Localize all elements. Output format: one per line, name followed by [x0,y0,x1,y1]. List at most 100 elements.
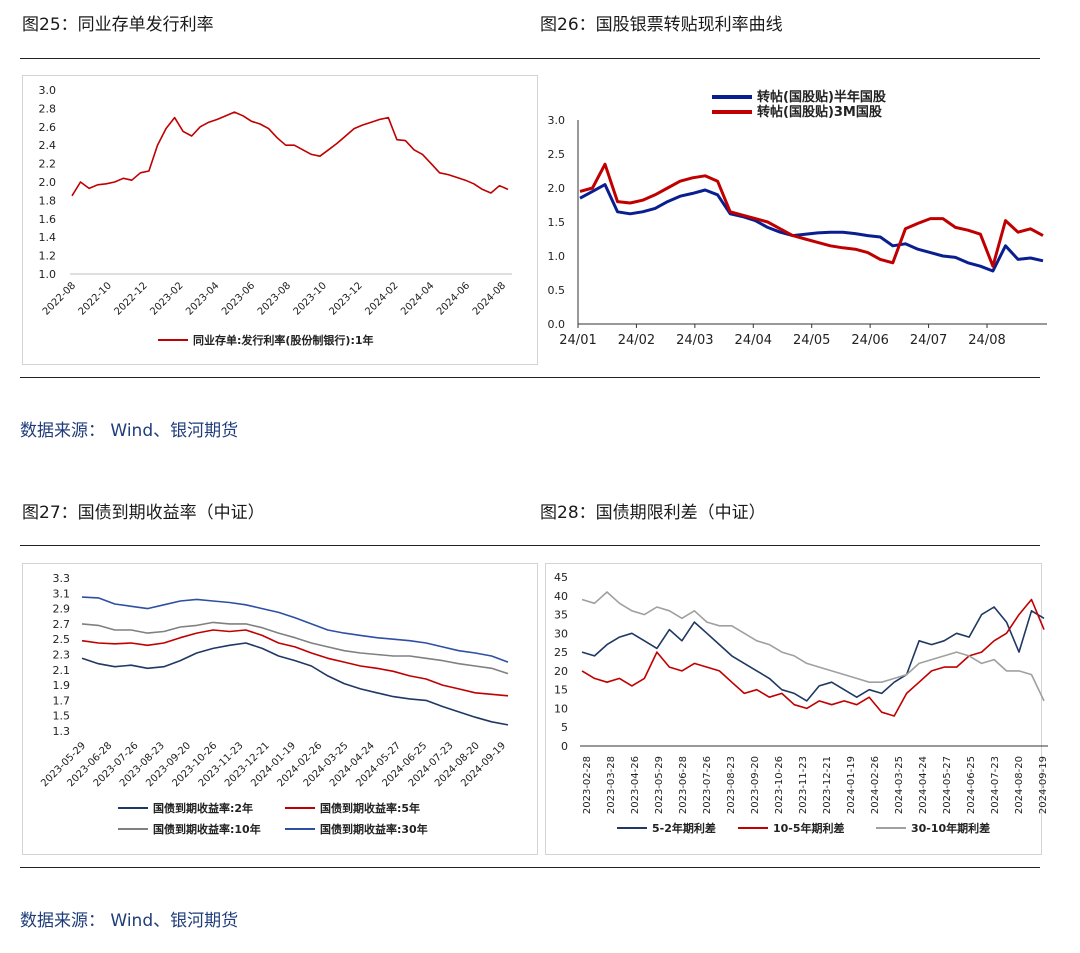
bottom-rule-lower [20,867,1040,868]
fig25-y-tick-label: 1.4 [39,231,57,244]
fig27-y-tick-label: 1.3 [53,725,71,738]
figure-28-caption: 图28：国债期限利差（中证） [540,503,766,523]
fig25-y-tick-label: 2.8 [39,102,57,115]
fig27-series-line-1 [81,629,509,697]
fig28-series-line-0 [581,606,1045,702]
bottom-rule-upper [20,545,1040,546]
fig26-y-tick-label: 0.0 [548,318,566,331]
fig27-y-tick-label: 1.5 [53,710,71,723]
data-source-note-bottom: 数据来源： Wind、银河期货 [20,911,239,931]
fig25-y-tick-label: 1.0 [39,268,57,281]
fig25-legend-label: 同业存单:发行利率(股份制银行):1年 [193,333,374,347]
fig28-y-tick-label: 0 [561,740,568,753]
fig25-x-tick-label: 2022-10 [77,280,114,317]
figure-27-caption: 图27：国债到期收益率（中证） [22,503,265,523]
fig25-y-tick-label: 2.4 [39,139,57,152]
fig25-x-tick-label: 2022-08 [41,280,78,317]
fig26-y-tick-label: 2.0 [548,182,566,195]
fig25-x-tick-label: 2024-04 [399,280,436,317]
fig28-x-tick-label: 2024-02-26 [870,756,881,814]
fig27-series-line-0 [81,642,509,726]
fig25-x-tick-label: 2023-04 [184,280,221,317]
fig26-y-tick-label: 1.5 [548,216,566,229]
fig26-y-tick-label: 1.0 [548,250,566,263]
fig28-y-tick-label: 20 [554,665,568,678]
fig27-y-tick-label: 3.3 [53,572,71,585]
fig25-x-tick-label: 2022-12 [112,280,149,317]
fig25-x-tick-label: 2024-06 [435,280,472,317]
fig28-x-tick-label: 2023-03-28 [606,756,617,814]
fig27-series-line-2 [81,621,509,675]
fig28-x-tick-label: 2024-06-25 [966,756,977,814]
fig28-y-tick-label: 15 [554,684,568,697]
fig28-x-tick-label: 2023-05-29 [654,756,665,814]
fig28-y-tick-label: 5 [561,721,568,734]
fig27-y-tick-label: 1.9 [53,679,71,692]
data-source-note-top: 数据来源： Wind、银河期货 [20,421,239,441]
fig25-y-tick-label: 1.6 [39,213,57,226]
fig26-y-tick-label: 3.0 [548,114,566,127]
fig25-y-tick-label: 2.2 [39,158,57,171]
fig28-series-line-1 [581,598,1045,717]
fig26-x-tick-label: 24/02 [618,333,655,348]
fig26-x-tick-label: 24/04 [735,333,772,348]
fig28-y-tick-label: 30 [554,627,568,640]
figure-25-caption: 图25：同业存单发行利率 [22,15,214,35]
fig25-x-tick-label: 2023-08 [256,280,293,317]
fig25-y-tick-label: 2.0 [39,176,57,189]
fig27-y-tick-label: 1.7 [53,694,71,707]
fig28-x-tick-label: 2023-10-26 [774,756,785,814]
fig25-y-tick-label: 1.2 [39,250,57,263]
fig28-x-tick-label: 2024-03-25 [894,756,905,814]
fig28-x-tick-label: 2023-07-26 [702,756,713,814]
fig28-x-tick-label: 2023-02-28 [582,756,593,814]
fig25-y-tick-label: 2.6 [39,121,57,134]
chart-frame-fig25 [22,75,538,365]
fig26-x-tick-label: 24/05 [793,333,830,348]
fig27-legend-label: 国债到期收益率:5年 [320,801,420,815]
fig27-legend-label: 国债到期收益率:2年 [153,801,253,815]
fig26-series-line-0 [579,183,1044,273]
fig28-x-tick-label: 2024-04-24 [918,756,929,814]
fig28-y-tick-label: 25 [554,646,568,659]
top-rule-upper [20,58,1040,59]
fig28-x-tick-label: 2023-11-23 [798,756,809,814]
fig25-x-tick-label: 2023-10 [292,280,329,317]
fig26-series-line-1 [579,162,1044,268]
fig28-x-tick-label: 2023-09-20 [750,756,761,814]
fig28-legend-label: 10-5年期利差 [773,821,845,835]
fig25-y-tick-label: 3.0 [39,84,57,97]
fig28-x-tick-label: 2023-06-28 [678,756,689,814]
fig26-x-tick-label: 24/01 [559,333,596,348]
fig26-x-tick-label: 24/03 [676,333,713,348]
fig26-legend-label: 转帖(国股贴)半年国股 [757,89,886,105]
fig26-y-tick-label: 0.5 [548,284,566,297]
fig25-x-tick-label: 2024-08 [471,280,508,317]
figure-26-caption: 图26：国股银票转贴现利率曲线 [540,15,783,35]
fig28-y-tick-label: 35 [554,609,568,622]
fig27-y-tick-label: 2.7 [53,618,71,631]
fig28-x-tick-label: 2024-07-23 [990,756,1001,814]
fig28-x-tick-label: 2024-08-20 [1014,756,1025,814]
fig28-x-tick-label: 2024-01-19 [846,756,857,814]
fig28-y-tick-label: 45 [554,571,568,584]
fig26-x-tick-label: 24/07 [910,333,947,348]
fig27-legend-label: 国债到期收益率:30年 [320,822,428,836]
fig27-y-tick-label: 2.9 [53,603,71,616]
fig27-legend-label: 国债到期收益率:10年 [153,822,261,836]
fig27-y-tick-label: 2.5 [53,633,71,646]
fig28-x-tick-label: 2024-09-19 [1038,756,1049,814]
fig28-series-line-2 [581,591,1045,702]
fig26-legend-label: 转帖(国股贴)3M国股 [757,104,882,120]
fig25-y-tick-label: 1.8 [39,194,57,207]
fig28-legend-label: 5-2年期利差 [652,821,716,835]
fig25-x-tick-label: 2023-02 [148,280,185,317]
fig27-y-tick-label: 2.3 [53,649,71,662]
fig28-x-tick-label: 2023-12-21 [822,756,833,814]
fig27-y-tick-label: 3.1 [53,587,71,600]
fig25-series-line-0 [71,111,509,197]
top-rule-lower [20,377,1040,378]
fig28-x-tick-label: 2023-04-26 [630,756,641,814]
fig27-series-line-3 [81,596,509,663]
